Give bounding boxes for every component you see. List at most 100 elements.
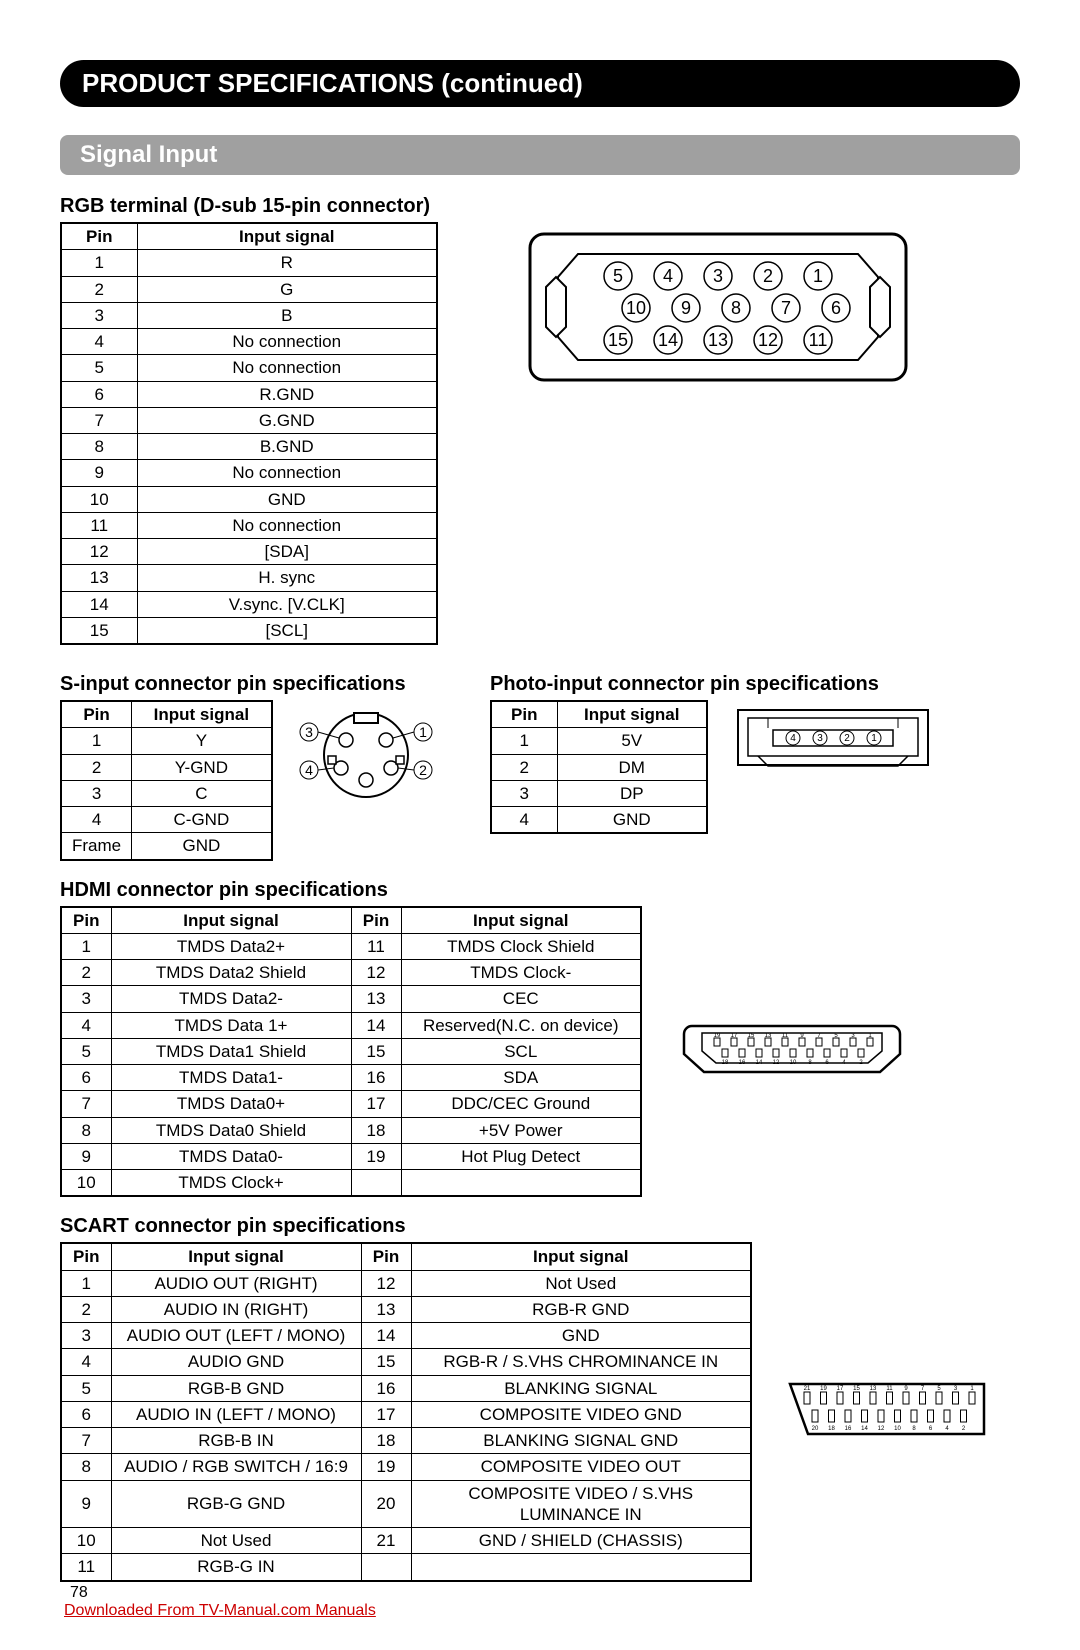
- svg-text:4: 4: [305, 762, 313, 778]
- svg-text:1: 1: [813, 266, 823, 286]
- svg-text:19: 19: [714, 1033, 721, 1039]
- page-header-pill: PRODUCT SPECIFICATIONS (continued): [60, 60, 1020, 107]
- svg-text:2: 2: [419, 762, 427, 778]
- download-link[interactable]: Downloaded From TV-Manual.com Manuals: [64, 1602, 1020, 1620]
- svg-text:12: 12: [878, 1426, 885, 1432]
- table-header: Input signal: [411, 1243, 751, 1270]
- table-row: 11RGB-G IN: [61, 1554, 751, 1581]
- svg-text:16: 16: [845, 1426, 852, 1432]
- table-row: 1R: [61, 250, 437, 276]
- table-row: 10TMDS Clock+: [61, 1170, 641, 1197]
- svg-text:2: 2: [763, 266, 773, 286]
- table-row: 7TMDS Data0+17DDC/CEC Ground: [61, 1091, 641, 1117]
- s-input-title: S-input connector pin specifications: [60, 673, 460, 696]
- svg-text:7: 7: [781, 298, 791, 318]
- table-row: 15V: [491, 728, 707, 754]
- table-row: 5RGB-B GND16BLANKING SIGNAL: [61, 1375, 751, 1401]
- scart-table: PinInput signalPinInput signal1AUDIO OUT…: [60, 1242, 752, 1581]
- table-row: 4GND: [491, 807, 707, 834]
- photo-input-title: Photo-input connector pin specifications: [490, 673, 1020, 696]
- table-header: Pin: [61, 1243, 111, 1270]
- hdmi-table: PinInput signalPinInput signal1TMDS Data…: [60, 906, 642, 1198]
- svg-text:1: 1: [419, 724, 427, 740]
- table-row: 4AUDIO GND15RGB-R / S.VHS CHROMINANCE IN: [61, 1349, 751, 1375]
- table-row: 10Not Used21GND / SHIELD (CHASSIS): [61, 1528, 751, 1554]
- table-row: 13H. sync: [61, 565, 437, 591]
- table-row: 6AUDIO IN (LEFT / MONO)17COMPOSITE VIDEO…: [61, 1401, 751, 1427]
- dsub-diagram: 543211098761514131211: [528, 232, 908, 382]
- svg-text:5: 5: [613, 266, 623, 286]
- scart-diagram: 211917151311975312018161412108642: [782, 1372, 992, 1452]
- svg-text:11: 11: [809, 330, 828, 350]
- table-row: 2G: [61, 276, 437, 302]
- photo-input-table: PinInput signal15V2DM3DP4GND: [490, 700, 708, 834]
- svg-text:14: 14: [756, 1060, 763, 1066]
- table-row: 1AUDIO OUT (RIGHT)12Not Used: [61, 1270, 751, 1296]
- table-row: 9TMDS Data0-19Hot Plug Detect: [61, 1143, 641, 1169]
- svg-text:21: 21: [804, 1386, 811, 1392]
- table-row: 2AUDIO IN (RIGHT)13RGB-R GND: [61, 1296, 751, 1322]
- table-header: Pin: [61, 701, 132, 728]
- svg-text:3: 3: [817, 733, 823, 744]
- table-row: 9No connection: [61, 460, 437, 486]
- table-header: Input signal: [557, 701, 707, 728]
- table-row: 1Y: [61, 728, 272, 754]
- svg-text:13: 13: [870, 1386, 877, 1392]
- hdmi-title: HDMI connector pin specifications: [60, 879, 1020, 902]
- svg-text:12: 12: [773, 1060, 780, 1066]
- svg-text:1: 1: [871, 733, 877, 744]
- table-row: 3C: [61, 780, 272, 806]
- table-header: Pin: [61, 223, 137, 250]
- table-header: Input signal: [137, 223, 437, 250]
- rgb-table: PinInput signal1R2G3B4No connection5No c…: [60, 222, 438, 645]
- table-header: Pin: [491, 701, 557, 728]
- svg-text:14: 14: [658, 330, 678, 350]
- svg-text:17: 17: [837, 1386, 844, 1392]
- table-row: 12[SDA]: [61, 539, 437, 565]
- table-row: 2Y-GND: [61, 754, 272, 780]
- table-row: 4TMDS Data 1+14Reserved(N.C. on device): [61, 1012, 641, 1038]
- svg-text:11: 11: [886, 1386, 893, 1392]
- table-row: 5No connection: [61, 355, 437, 381]
- table-row: 11No connection: [61, 512, 437, 538]
- svg-text:15: 15: [748, 1033, 755, 1039]
- table-header: Input signal: [132, 701, 272, 728]
- s-input-diagram: 3 1 4 2: [291, 700, 441, 810]
- table-row: 6R.GND: [61, 381, 437, 407]
- scart-title: SCART connector pin specifications: [60, 1215, 1020, 1238]
- table-row: 2TMDS Data2 Shield12TMDS Clock-: [61, 960, 641, 986]
- s-input-table: PinInput signal1Y2Y-GND3C4C-GNDFrameGND: [60, 700, 273, 861]
- signal-input-pill: Signal Input: [60, 135, 1020, 175]
- table-row: 8AUDIO / RGB SWITCH / 16:919COMPOSITE VI…: [61, 1454, 751, 1480]
- table-row: 5TMDS Data1 Shield15SCL: [61, 1038, 641, 1064]
- svg-text:10: 10: [790, 1060, 797, 1066]
- table-row: 8TMDS Data0 Shield18+5V Power: [61, 1117, 641, 1143]
- photo-input-diagram: 4 3 2 1: [733, 700, 933, 780]
- table-row: 6TMDS Data1-16SDA: [61, 1065, 641, 1091]
- svg-text:15: 15: [608, 330, 628, 350]
- table-row: 14V.sync. [V.CLK]: [61, 591, 437, 617]
- table-row: 3TMDS Data2-13CEC: [61, 986, 641, 1012]
- svg-text:20: 20: [812, 1426, 819, 1432]
- svg-text:2: 2: [844, 733, 850, 744]
- svg-text:10: 10: [626, 298, 646, 318]
- table-header: Pin: [61, 907, 111, 934]
- svg-text:18: 18: [722, 1060, 729, 1066]
- svg-text:14: 14: [861, 1426, 868, 1432]
- table-row: 3B: [61, 302, 437, 328]
- table-row: 2DM: [491, 754, 707, 780]
- svg-text:12: 12: [758, 330, 778, 350]
- svg-text:15: 15: [853, 1386, 860, 1392]
- table-header: Input signal: [401, 907, 641, 934]
- svg-text:18: 18: [828, 1426, 835, 1432]
- svg-text:17: 17: [731, 1033, 738, 1039]
- table-row: FrameGND: [61, 833, 272, 860]
- table-row: 9RGB-G GND20COMPOSITE VIDEO / S.VHS LUMI…: [61, 1480, 751, 1528]
- table-header: Pin: [351, 907, 401, 934]
- svg-text:3: 3: [305, 724, 313, 740]
- table-row: 7G.GND: [61, 407, 437, 433]
- table-row: 8B.GND: [61, 434, 437, 460]
- svg-text:8: 8: [731, 298, 741, 318]
- table-row: 3AUDIO OUT (LEFT / MONO)14GND: [61, 1323, 751, 1349]
- svg-text:6: 6: [831, 298, 841, 318]
